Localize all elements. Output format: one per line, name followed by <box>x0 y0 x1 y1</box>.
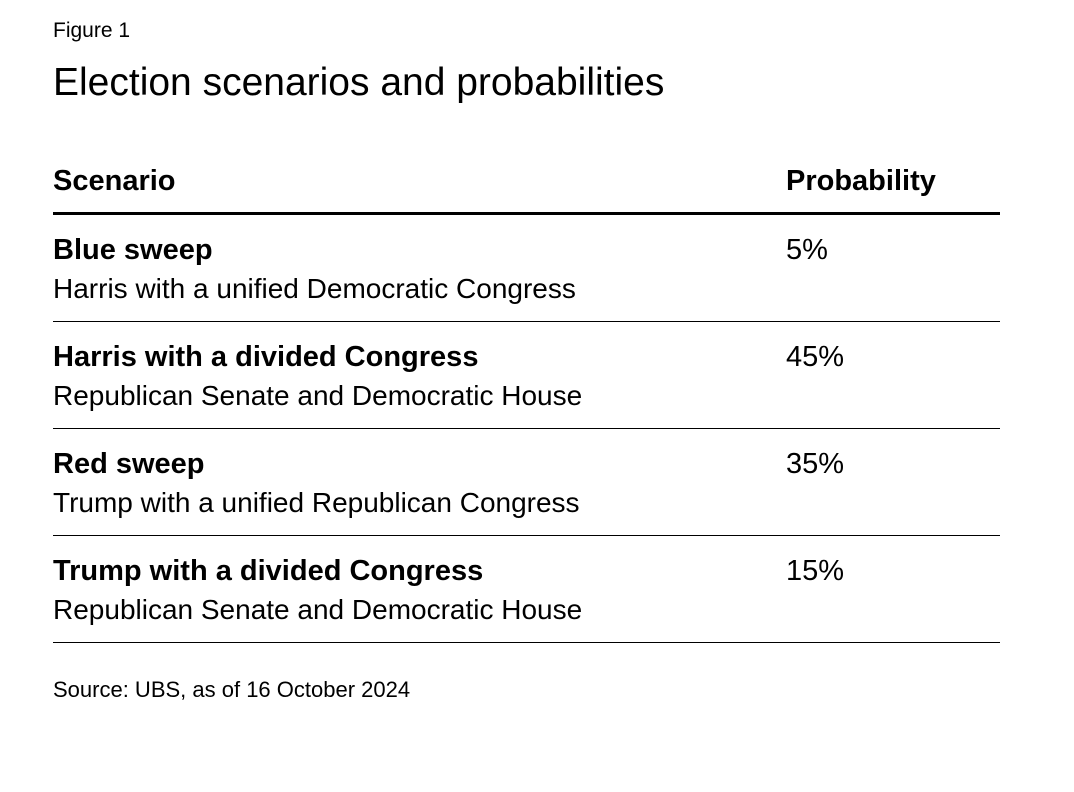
header-probability: Probability <box>786 165 936 197</box>
scenario-probability: 35% <box>786 448 845 480</box>
table-header: Scenario Probability <box>53 160 1000 215</box>
scenario-table: Scenario Probability Blue sweep Harris w… <box>53 160 1000 643</box>
figure-title: Election scenarios and probabilities <box>53 61 665 104</box>
scenario-description: Trump with a unified Republican Congress <box>53 487 580 518</box>
table-row: Red sweep Trump with a unified Republica… <box>53 429 1000 536</box>
table-row: Harris with a divided Congress Republica… <box>53 322 1000 429</box>
scenario-probability: 45% <box>786 341 845 373</box>
scenario-probability: 15% <box>786 555 845 587</box>
figure-label: Figure 1 <box>53 19 131 42</box>
scenario-name: Harris with a divided Congress <box>53 341 479 373</box>
header-scenario: Scenario <box>53 165 176 197</box>
table-row: Blue sweep Harris with a unified Democra… <box>53 215 1000 322</box>
scenario-description: Republican Senate and Democratic House <box>53 380 583 411</box>
scenario-name: Red sweep <box>53 448 205 480</box>
scenario-name: Trump with a divided Congress <box>53 555 484 587</box>
scenario-probability: 5% <box>786 234 828 266</box>
table-row: Trump with a divided Congress Republican… <box>53 536 1000 643</box>
source-note: Source: UBS, as of 16 October 2024 <box>53 677 411 702</box>
scenario-description: Harris with a unified Democratic Congres… <box>53 273 576 304</box>
scenario-description: Republican Senate and Democratic House <box>53 594 583 625</box>
scenario-name: Blue sweep <box>53 234 213 266</box>
